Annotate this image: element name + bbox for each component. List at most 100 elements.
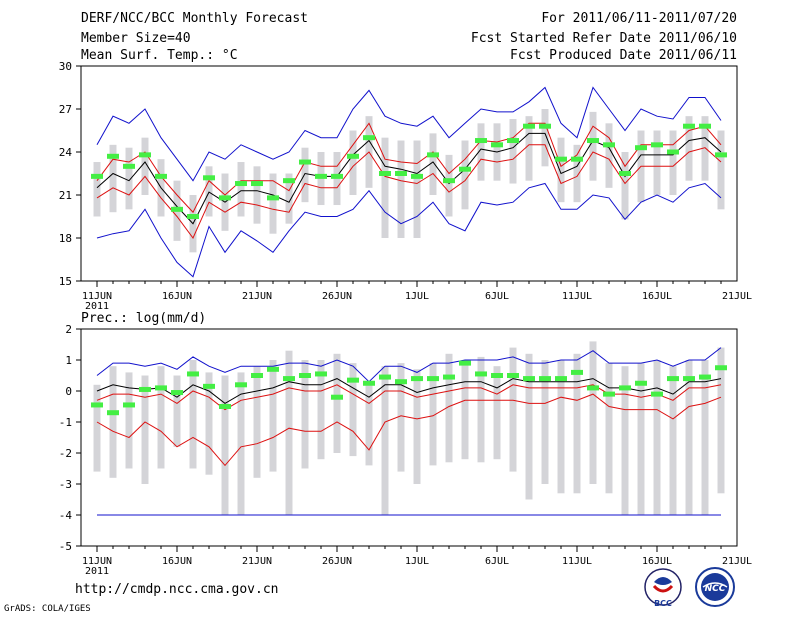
obs-marker-prec-6 (187, 371, 199, 377)
box-prec-11 (269, 360, 277, 472)
panel-temp: 15 18 21 24 27 30 11JUN 16JUN 21JUN 26JUN 1JUL 6JUL… (59, 60, 752, 312)
box-prec-10 (253, 366, 261, 478)
obs-marker-prec-29 (555, 376, 567, 382)
source-url[interactable]: http://cmdp.ncc.cma.gov.cn (75, 582, 279, 597)
obs-marker-prec-11 (267, 366, 279, 372)
precip-title: Prec.: log(mm/d) (81, 311, 206, 326)
box-prec-32 (605, 363, 613, 494)
obs-marker-temp-10 (251, 181, 263, 187)
ytick-label-prec--3: -3 (59, 478, 72, 491)
ytick-label-prec-1: 1 (65, 354, 72, 367)
obs-marker-temp-6 (187, 214, 199, 219)
obs-marker-prec-34 (635, 380, 647, 386)
obs-marker-prec-5 (171, 390, 183, 396)
mean-line-temp (96, 132, 722, 225)
year-label-temp: 2011 (85, 301, 109, 312)
max-line-prec (96, 347, 722, 383)
upper-line-prec (96, 384, 722, 411)
box-prec-22 (445, 353, 453, 463)
obs-marker-prec-39 (715, 365, 727, 371)
box-temp-1 (109, 144, 117, 213)
xtick-label-prec-7: 16JUL (642, 556, 672, 567)
svg-text:BCC: BCC (654, 599, 672, 608)
ytick-label-temp-30: 30 (59, 60, 72, 73)
obs-marker-temp-2 (123, 163, 135, 169)
obs-marker-temp-18 (379, 171, 391, 176)
box-temp-13 (301, 147, 309, 203)
box-prec-24 (477, 356, 485, 463)
obs-marker-temp-31 (587, 138, 599, 144)
xtick-label-prec-1: 16JUN (162, 556, 192, 567)
box-temp-16 (349, 130, 357, 195)
box-prec-20 (413, 369, 421, 484)
box-temp-30 (573, 144, 581, 203)
obs-marker-prec-28 (539, 376, 551, 382)
box-temp-0 (93, 162, 101, 217)
box-prec-29 (557, 360, 565, 494)
xtick-label-temp-8: 21JUL (722, 291, 752, 302)
obs-marker-temp-0 (91, 173, 103, 179)
box-temp-11 (269, 173, 277, 234)
ytick-label-prec-0: 0 (65, 385, 72, 398)
box-temp-18 (381, 137, 389, 238)
obs-marker-temp-16 (347, 153, 359, 159)
obs-marker-temp-17 (363, 135, 375, 141)
xtick-label-temp-5: 6JUL (485, 291, 509, 302)
lower-line-prec (96, 393, 722, 467)
obs-marker-prec-35 (651, 391, 663, 397)
obs-marker-prec-13 (299, 373, 311, 378)
box-prec-23 (461, 360, 469, 460)
upper-line-temp (96, 122, 722, 214)
obs-marker-temp-22 (443, 178, 455, 184)
obs-marker-prec-31 (587, 385, 599, 391)
box-prec-14 (317, 360, 325, 460)
xtick-label-temp-7: 16JUL (642, 291, 672, 302)
obs-marker-prec-32 (603, 391, 615, 397)
obs-marker-temp-14 (315, 173, 327, 179)
box-temp-31 (589, 111, 597, 181)
obs-marker-temp-23 (459, 166, 471, 172)
box-temp-36 (669, 130, 677, 195)
xtick-label-prec-2: 21JUN (242, 556, 272, 567)
box-prec-25 (493, 366, 501, 460)
obs-marker-temp-30 (571, 156, 583, 162)
obs-marker-prec-2 (123, 402, 135, 408)
box-temp-29 (557, 137, 565, 203)
box-temp-22 (445, 154, 453, 217)
obs-marker-prec-26 (507, 373, 519, 378)
box-prec-9 (237, 372, 245, 515)
box-temp-32 (605, 123, 613, 188)
box-prec-36 (669, 366, 677, 515)
obs-marker-temp-20 (411, 173, 423, 179)
box-prec-31 (589, 341, 597, 484)
fcst-started-date: Fcst Started Refer Date 2011/06/10 (470, 31, 737, 46)
obs-marker-temp-27 (523, 123, 535, 129)
lower-line-temp (96, 144, 722, 239)
obs-marker-prec-10 (251, 373, 263, 378)
xtick-label-prec-6: 11JUL (562, 556, 592, 567)
year-label-prec: 2011 (85, 566, 109, 577)
obs-marker-prec-4 (155, 385, 167, 391)
plot-frame-temp (80, 65, 738, 282)
ytick-label-temp-21: 21 (59, 189, 72, 202)
obs-marker-prec-38 (699, 374, 711, 380)
obs-marker-temp-39 (715, 152, 727, 158)
obs-marker-prec-8 (219, 404, 231, 409)
ncc-logo: NCC (695, 567, 735, 607)
obs-marker-prec-3 (139, 386, 151, 392)
box-temp-10 (253, 166, 261, 224)
obs-marker-temp-15 (331, 173, 343, 179)
box-temp-27 (525, 116, 533, 181)
box-prec-12 (285, 350, 293, 515)
obs-marker-temp-21 (427, 152, 439, 158)
obs-marker-temp-38 (699, 123, 711, 129)
bcc-logo: BCC (644, 568, 682, 608)
obs-marker-prec-25 (491, 373, 503, 378)
variable-label: Mean Surf. Temp.: °C (81, 48, 238, 63)
box-prec-27 (525, 353, 533, 500)
obs-marker-prec-19 (395, 379, 407, 385)
box-prec-18 (381, 366, 389, 515)
member-size: Member Size=40 (81, 31, 191, 46)
xtick-label-prec-0: 11JUN (82, 556, 112, 567)
obs-marker-temp-34 (635, 145, 647, 151)
